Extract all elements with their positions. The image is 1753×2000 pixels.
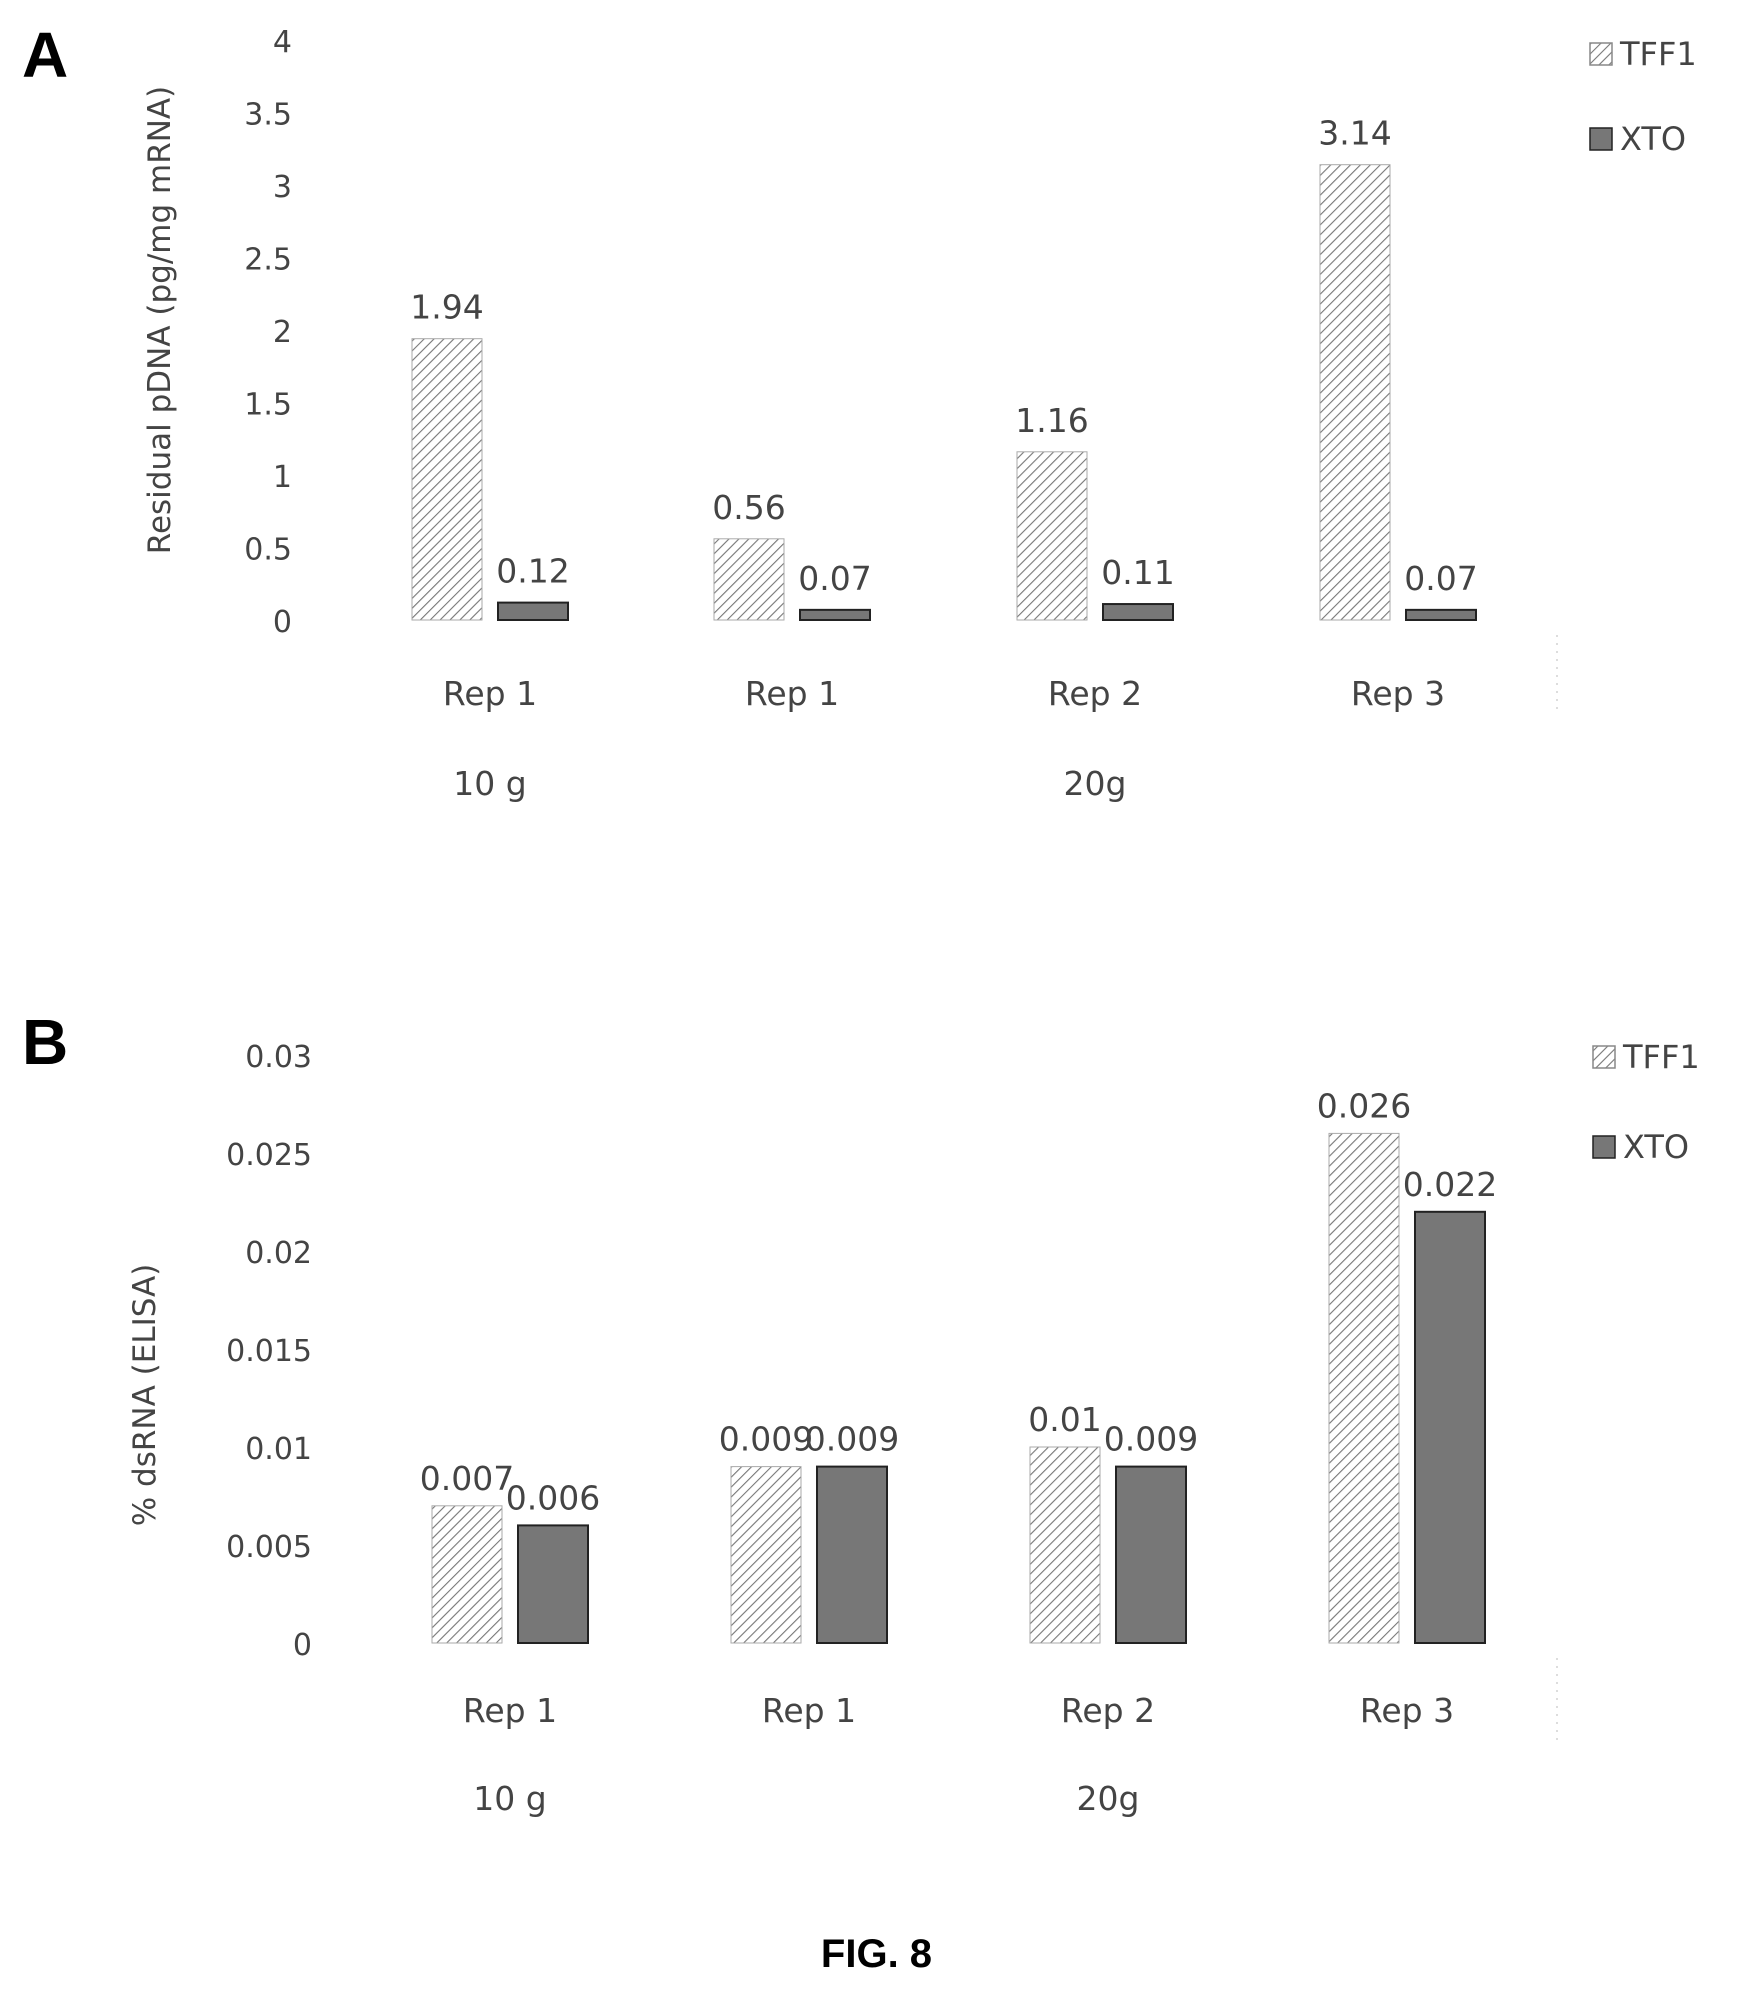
bar-tff1-2 — [730, 1466, 802, 1644]
y-tick-label: 3.5 — [244, 98, 292, 133]
data-label: 3.14 — [1318, 114, 1391, 153]
figure-caption: FIG. 8 — [820, 1932, 933, 1976]
y-tick-label: 3 — [273, 170, 292, 205]
y-tick-label: 1.5 — [244, 388, 292, 423]
category-label: Rep 2 — [1048, 674, 1142, 713]
legend-label: TFF1 — [1622, 1038, 1700, 1076]
data-label: 0.022 — [1403, 1165, 1497, 1204]
legend-swatch-tff1 — [1592, 1045, 1616, 1069]
group-label: 20g — [1064, 764, 1127, 803]
category-label: Rep 3 — [1351, 674, 1445, 713]
data-label: 0.12 — [496, 552, 569, 591]
y-tick-label: 0 — [293, 1628, 312, 1663]
data-label: 0.11 — [1101, 553, 1174, 592]
y-tick-label: 0.025 — [226, 1138, 312, 1173]
chart-dsrna: 0 0.005 0.01 0.015 0.02 0.025 0.03 % dsRNA (ELI… — [127, 1038, 1700, 1818]
y-tick-label: 0 — [273, 605, 292, 640]
y-tick-label: 2 — [273, 315, 292, 350]
category-label: Rep 2 — [1061, 1691, 1155, 1730]
bar-tff1-3 — [1029, 1446, 1101, 1644]
y-tick-label: 0.5 — [244, 533, 292, 568]
category-label: Rep 1 — [745, 674, 839, 713]
data-label: 0.007 — [420, 1459, 514, 1498]
data-label: 0.07 — [1404, 559, 1477, 598]
category-label: Rep 1 — [463, 1691, 557, 1730]
bar-tff1-3 — [1016, 451, 1088, 621]
data-label: 0.026 — [1317, 1086, 1411, 1125]
y-tick-label: 0.03 — [245, 1040, 312, 1075]
y-axis-title: % dsRNA (ELISA) — [127, 1264, 163, 1527]
category-label: Rep 1 — [443, 674, 537, 713]
legend-label: XTO — [1620, 120, 1686, 158]
y-tick-label: 4 — [273, 25, 292, 60]
group-label: 20g — [1077, 1779, 1140, 1818]
category-label: Rep 1 — [762, 1691, 856, 1730]
data-label: 1.16 — [1015, 401, 1088, 440]
data-label: 0.56 — [712, 488, 785, 527]
y-tick-label: 0.02 — [245, 1236, 312, 1271]
group-label: 10 g — [453, 764, 526, 803]
bar-tff1-2 — [713, 538, 785, 621]
bar-tff1-4 — [1328, 1132, 1400, 1644]
bar-tff1-1 — [411, 338, 483, 621]
data-label: 0.01 — [1028, 1400, 1101, 1439]
legend-swatch-xto — [1592, 1135, 1616, 1159]
y-tick-label: 0.005 — [226, 1530, 312, 1565]
legend-label: TFF1 — [1619, 35, 1697, 73]
legend-swatch-xto — [1589, 127, 1613, 151]
data-label: 1.94 — [410, 288, 483, 327]
legend-label: XTO — [1623, 1128, 1689, 1166]
data-label: 0.009 — [1104, 1420, 1198, 1459]
bar-xto-3 — [1115, 1465, 1187, 1644]
bar-xto-2 — [816, 1465, 888, 1644]
data-label: 0.006 — [506, 1478, 600, 1517]
bar-xto-1 — [497, 601, 569, 621]
panel-a-label: A — [22, 19, 69, 91]
legend-swatch-tff1 — [1589, 42, 1613, 66]
y-tick-label: 0.01 — [245, 1432, 312, 1467]
data-label: 0.07 — [798, 559, 871, 598]
category-label: Rep 3 — [1360, 1691, 1454, 1730]
y-tick-label: 1 — [273, 460, 292, 495]
y-tick-label: 2.5 — [244, 243, 292, 278]
chart-residual-pdna: 0 0.5 1 1.5 2 2.5 3 3.5 4 Residual pDNA (pg/mg mR… — [142, 25, 1697, 803]
bar-xto-3 — [1102, 603, 1174, 621]
bar-xto-2 — [799, 608, 871, 621]
y-tick-label: 0.015 — [226, 1334, 312, 1369]
panel-b-label: B — [22, 1006, 69, 1078]
bar-xto-4 — [1405, 608, 1477, 621]
bar-xto-4 — [1414, 1210, 1486, 1645]
bar-tff1-1 — [431, 1505, 503, 1644]
data-label: 0.009 — [719, 1420, 813, 1459]
bar-xto-1 — [517, 1524, 589, 1645]
data-label: 0.009 — [805, 1420, 899, 1459]
y-axis-title: Residual pDNA (pg/mg mRNA) — [142, 86, 178, 554]
group-label: 10 g — [473, 1779, 546, 1818]
bar-tff1-4 — [1319, 164, 1391, 621]
